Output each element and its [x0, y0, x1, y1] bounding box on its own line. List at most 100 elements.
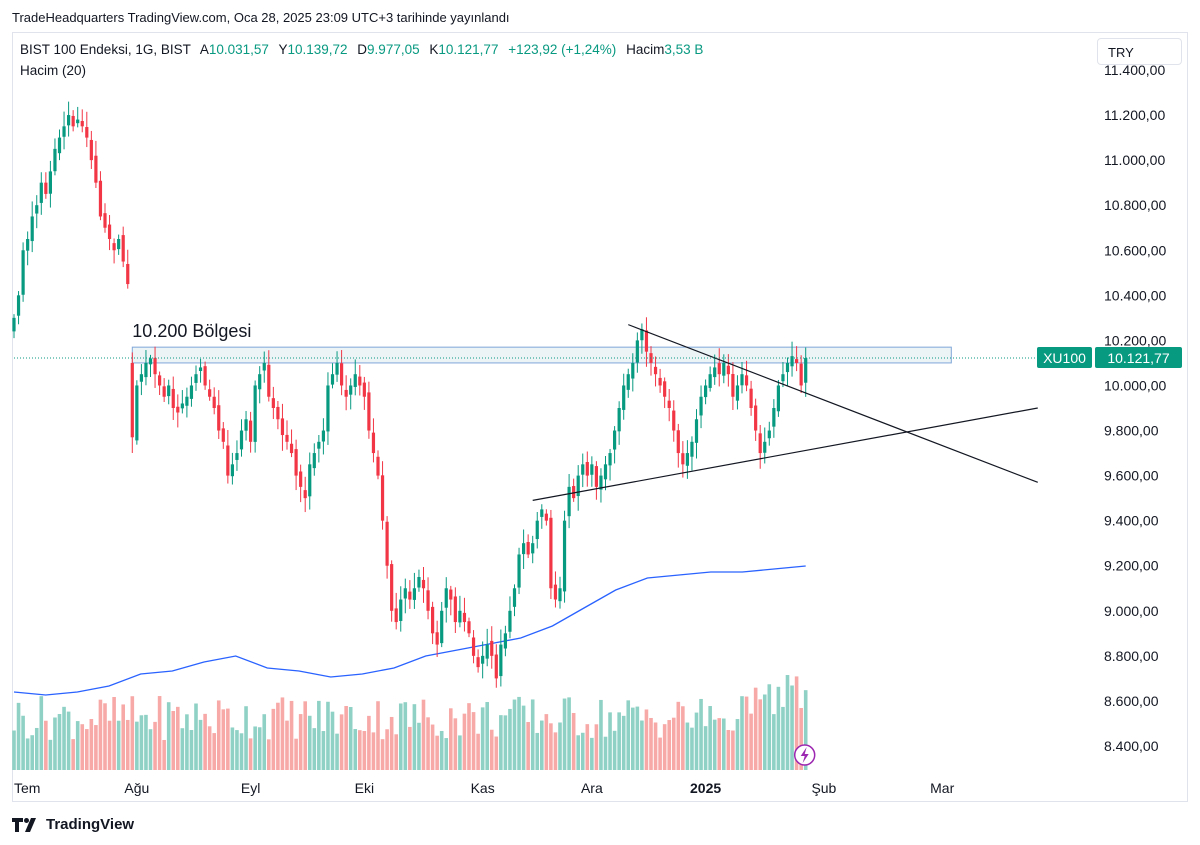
volume-indicator-label[interactable]: Hacim (20)	[20, 63, 87, 78]
candle-body	[622, 385, 626, 410]
candle-body	[344, 389, 348, 397]
candle-body	[613, 430, 617, 450]
volume-bar	[180, 728, 185, 770]
candle-body	[435, 632, 439, 645]
overlay: XU100 10.121,77	[14, 347, 1182, 766]
volume-bar	[494, 736, 499, 770]
volume-bar	[726, 730, 731, 770]
volume-bar	[262, 714, 267, 770]
price-tick-label: 10.600,00	[1104, 242, 1166, 258]
candle-body	[94, 155, 98, 183]
legend-close-label: K	[429, 42, 439, 57]
volume-bar	[439, 730, 444, 770]
candle-body	[235, 453, 239, 460]
volume-bar	[166, 702, 171, 770]
volume-bar	[508, 708, 512, 770]
lightning-glyph	[800, 747, 809, 763]
volume-bar	[317, 700, 321, 770]
candle-body	[567, 486, 571, 517]
price-tick-label: 9.000,00	[1104, 603, 1159, 619]
volume-bar	[376, 701, 380, 770]
candle-body	[198, 367, 203, 372]
volume-bar	[735, 719, 740, 770]
candle-body	[531, 543, 535, 554]
volume-bar	[303, 701, 307, 770]
volume-bar	[235, 730, 239, 770]
price-tick-label: 8.400,00	[1104, 738, 1159, 754]
volume-bar	[398, 703, 403, 770]
volume-bar	[744, 696, 749, 770]
price-tick-label: 11.200,00	[1104, 107, 1165, 123]
legend-volume-label: Hacim	[626, 42, 665, 57]
volume-bar	[567, 697, 571, 770]
candle-body	[153, 357, 157, 375]
candle-body	[599, 475, 603, 490]
volume-bar	[344, 706, 348, 770]
candle-body	[722, 362, 726, 376]
volume-bar	[171, 710, 176, 770]
volume-bar	[471, 712, 476, 770]
volume-bar	[371, 732, 376, 770]
volume-bar	[458, 735, 462, 770]
candle-body	[399, 599, 403, 621]
volume-bar	[44, 720, 48, 770]
volume-bar	[671, 717, 676, 770]
candle-body	[731, 373, 735, 397]
volume-bar	[499, 715, 503, 770]
candle-body	[799, 363, 803, 386]
candle-body	[244, 419, 248, 431]
candle-body	[21, 250, 25, 295]
volume-bar	[339, 714, 344, 770]
price-tick-label: 9.800,00	[1104, 423, 1159, 439]
footer-brand: TradingView	[46, 816, 135, 833]
candle-body	[644, 330, 649, 352]
volume-bar	[449, 708, 453, 770]
volume-bar	[285, 720, 289, 770]
volume-bar	[708, 706, 712, 770]
volume-bar	[330, 711, 335, 770]
candle-body	[717, 363, 721, 375]
candle-body	[30, 216, 34, 242]
volume-bar	[207, 726, 212, 770]
candle-body	[576, 475, 580, 497]
candle-body	[690, 441, 694, 457]
candle-body	[408, 591, 412, 600]
volume-bar	[549, 723, 553, 770]
volume-bar	[640, 720, 644, 770]
candle-body	[299, 471, 303, 487]
candle-body	[735, 385, 740, 401]
volume-bar	[89, 719, 94, 770]
candle-body	[253, 385, 257, 442]
candle-body	[522, 543, 526, 555]
candle-body	[208, 389, 212, 397]
currency-button[interactable]: TRY	[1097, 38, 1182, 65]
legend-high: 10.139,72	[287, 42, 348, 57]
volume-bar	[467, 703, 471, 770]
candle-body	[57, 137, 62, 154]
candle-body	[117, 239, 121, 250]
candle-body	[194, 374, 198, 383]
candle-body	[558, 588, 562, 602]
candle-body	[704, 385, 708, 398]
price-tick-label: 10.000,00	[1104, 377, 1166, 393]
volume-bar	[485, 702, 489, 770]
candle-body	[581, 464, 585, 475]
volume-bar	[139, 715, 144, 770]
candle-body	[326, 385, 330, 432]
volume-bar	[703, 726, 708, 770]
candle-body	[726, 365, 730, 375]
volume-bar	[248, 738, 253, 770]
volume-bar	[694, 712, 699, 770]
candle-body	[312, 453, 316, 469]
candle-body	[772, 408, 776, 427]
legend-symbol[interactable]: BIST 100 Endeksi, 1G, BIST	[20, 42, 191, 57]
price-tick-label: 9.400,00	[1104, 513, 1159, 529]
volume-bar	[148, 729, 153, 770]
price-axis: 11.400,00 11.200,00 11.000,00 10.800,00 10.6…	[1104, 62, 1166, 754]
tradingview-footer[interactable]: TradingView	[12, 816, 134, 833]
volume-bar	[48, 739, 53, 770]
volume-bar	[358, 730, 362, 770]
candle-body	[139, 374, 143, 382]
candle-body	[631, 362, 635, 379]
